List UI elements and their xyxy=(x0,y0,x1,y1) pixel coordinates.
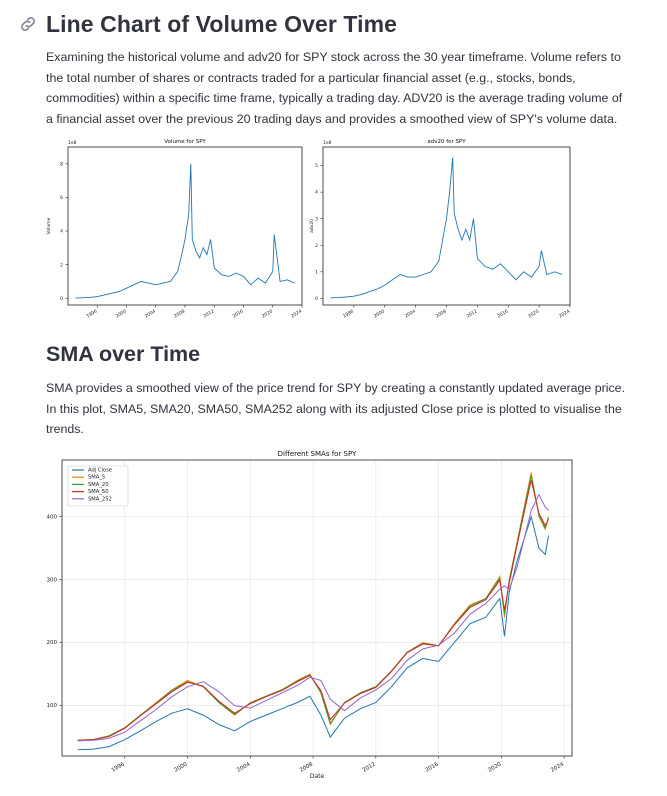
y-tick-label: 200 xyxy=(47,640,58,646)
x-tick-label: 2020 xyxy=(261,308,274,319)
y-tick-label: 300 xyxy=(47,577,58,583)
series-line xyxy=(75,163,295,299)
plot-frame xyxy=(61,459,573,757)
x-tick-label: 2004 xyxy=(404,308,417,319)
x-tick-label: 2008 xyxy=(435,308,448,319)
y-tick-label: 0 xyxy=(60,296,63,302)
section-heading-sma: SMA over Time xyxy=(46,342,201,366)
chart-title: Volume for SPY xyxy=(164,139,206,145)
x-tick-label: 2000 xyxy=(173,761,189,773)
y-tick-label: 1 xyxy=(315,269,318,275)
legend-entry: SMA_5 xyxy=(88,475,105,481)
sma-description: SMA provides a smoothed view of the pric… xyxy=(46,381,626,436)
x-tick-label: 2024 xyxy=(558,308,571,319)
y-tick-label: 400 xyxy=(47,514,58,520)
y-tick-label: 4 xyxy=(315,190,318,196)
y-tick-label: 2 xyxy=(315,243,318,249)
y-tick-label: 100 xyxy=(47,703,58,709)
y-axis-label: adv20 xyxy=(309,219,315,233)
x-tick-label: 2016 xyxy=(424,761,440,773)
x-tick-label: 2000 xyxy=(373,308,386,319)
x-tick-label: 2008 xyxy=(173,308,186,319)
x-tick-label: 2020 xyxy=(487,761,503,773)
series-line xyxy=(77,480,549,741)
plot-frame xyxy=(322,146,571,306)
chart-title: adv20 for SPY xyxy=(427,139,466,145)
x-axis-label: Date xyxy=(310,773,325,780)
x-tick-label: 2012 xyxy=(362,762,377,774)
x-tick-label: 2012 xyxy=(465,308,478,319)
legend-entry: Adj Close xyxy=(88,468,112,474)
series-line xyxy=(77,493,549,742)
y-axis-label: Volume xyxy=(46,217,52,234)
scale-label: 1e8 xyxy=(68,140,77,146)
y-tick-label: 3 xyxy=(315,216,318,222)
y-tick-label: 0 xyxy=(315,296,318,302)
chart-title: Different SMAs for SPY xyxy=(278,450,357,458)
scale-label: 1e8 xyxy=(323,140,332,146)
link-icon[interactable] xyxy=(18,14,38,34)
x-tick-label: 2020 xyxy=(527,308,540,319)
x-tick-label: 2016 xyxy=(232,308,245,319)
x-tick-label: 2024 xyxy=(290,308,303,319)
x-tick-label: 2016 xyxy=(496,308,509,319)
section-heading-volume: Line Chart of Volume Over Time xyxy=(18,8,397,40)
legend-entry: SMA_50 xyxy=(88,489,109,495)
x-tick-label: 2004 xyxy=(144,308,157,319)
sma-chart: Different SMAs for SPY 1996 2000 2004 2008 20… xyxy=(47,450,573,780)
y-tick-label: 6 xyxy=(60,195,63,201)
x-tick-label: 2024 xyxy=(550,761,566,773)
y-tick-label: 5 xyxy=(315,163,318,169)
x-tick-label: 2004 xyxy=(236,761,252,773)
x-tick-label: 2000 xyxy=(115,308,128,319)
x-tick-label: 1996 xyxy=(342,308,355,319)
volume-description: Examining the historical volume and adv2… xyxy=(46,50,623,126)
y-tick-label: 2 xyxy=(60,262,63,268)
series-line xyxy=(77,514,549,751)
series-line xyxy=(77,475,549,741)
page-title: Line Chart of Volume Over Time xyxy=(46,10,398,37)
x-tick-label: 1996 xyxy=(111,761,127,773)
x-tick-label: 2008 xyxy=(299,761,315,773)
y-tick-label: 4 xyxy=(60,229,63,235)
legend-entry: SMA_20 xyxy=(88,482,109,488)
chart-legend xyxy=(67,465,129,507)
y-tick-label: 8 xyxy=(60,161,63,167)
x-tick-label: 1996 xyxy=(85,308,98,319)
series-line xyxy=(330,157,563,299)
x-tick-label: 2012 xyxy=(202,308,215,319)
legend-entry: SMA_252 xyxy=(88,496,112,502)
